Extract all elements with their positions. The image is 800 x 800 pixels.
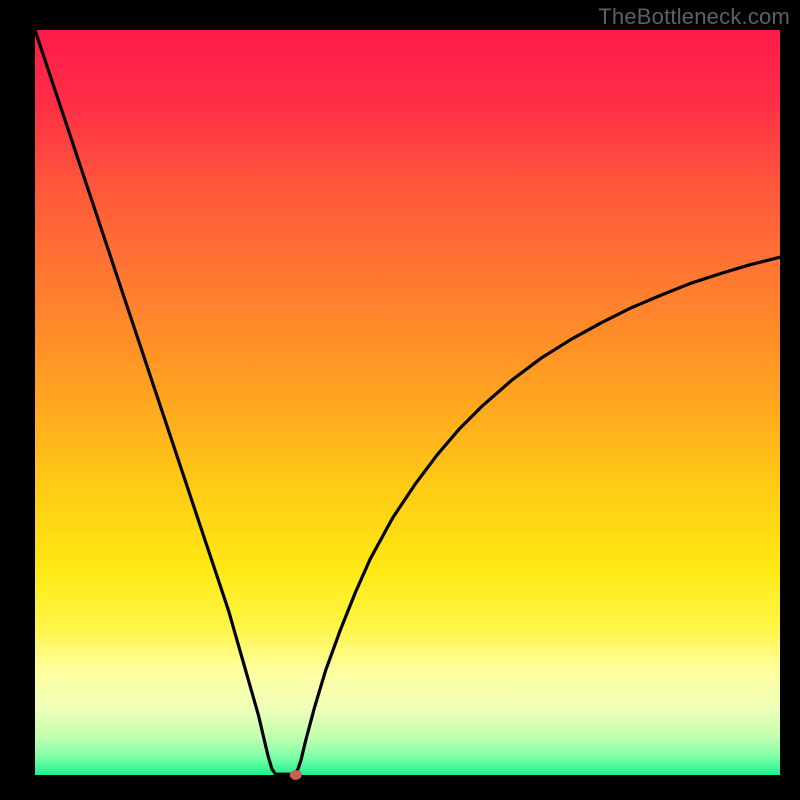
- bottleneck-chart: TheBottleneck.com: [0, 0, 800, 800]
- chart-svg: [0, 0, 800, 800]
- plot-background: [35, 30, 780, 775]
- watermark-text: TheBottleneck.com: [598, 4, 790, 30]
- minimum-marker: [290, 770, 302, 780]
